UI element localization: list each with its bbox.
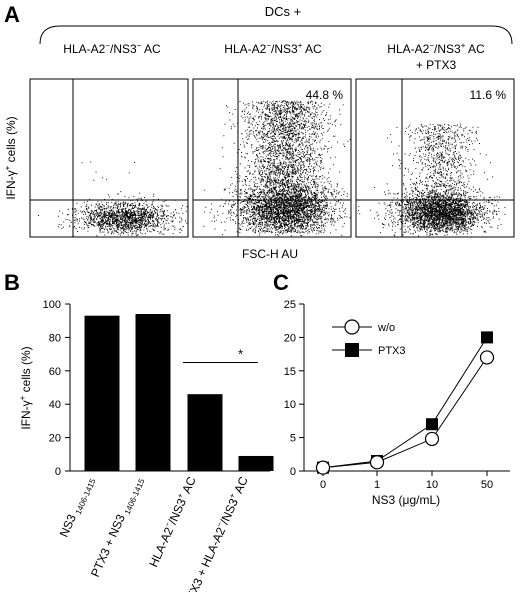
legend-label-ptx3: PTX3 (378, 345, 406, 357)
flow-plot-3: 11.6 % (355, 78, 515, 238)
bar-2 (135, 314, 171, 471)
legend-marker-wo (344, 319, 360, 335)
condition-label-3-line2: + PTX3 (416, 58, 457, 72)
flow-plot-3-events (358, 123, 506, 237)
bar-category-label-3: HLA-A2−/NS3+ AC (145, 474, 198, 569)
condition-label-1: HLA-A2−/NS3− AC (63, 41, 161, 56)
condition-label-3: HLA-A2−/NS3+ AC (387, 41, 485, 56)
line-y-tick-label: 25 (284, 299, 296, 311)
line-chart-y-ticks: 0 5 10 15 20 25 (284, 299, 304, 478)
flow-plot-2-percent: 44.8 % (306, 88, 344, 102)
line-x-tick-label: 1 (374, 479, 380, 491)
bar-4 (238, 455, 274, 471)
point-ptx3 (481, 331, 493, 344)
bar-1 (84, 315, 120, 471)
bar-category-label-2: PTX3 + NS31406-1415 (88, 474, 147, 580)
series-line-ptx3 (322, 337, 488, 469)
bar-y-tick-label: 40 (49, 399, 61, 411)
line-x-tick-label: 50 (481, 479, 493, 491)
point-wo (315, 460, 331, 475)
panel-letter-a: A (4, 2, 20, 27)
flow-plot-3-frame (355, 78, 515, 238)
bar-y-tick-label: 60 (49, 366, 61, 378)
condition-label-2: HLA-A2−/NS3+ AC (224, 41, 322, 56)
bar-y-tick-label: 80 (49, 332, 61, 344)
panel-a-ylabel: IFN-γ+ cells (%) (3, 116, 18, 199)
line-y-tick-label: 15 (284, 366, 296, 378)
bar-y-tick-label: 0 (55, 466, 61, 478)
panel-a-header: DCs + (265, 4, 301, 19)
legend-label-wo: w/o (377, 322, 395, 334)
line-x-tick-label: 10 (426, 479, 438, 491)
panel-a-bracket (39, 25, 513, 45)
flow-plot-3-percent: 11.6 % (470, 88, 507, 102)
bar-chart-y-ticks: 0 20 40 60 80 100 (43, 299, 70, 478)
series-line-wo (322, 357, 488, 469)
line-chart-legend: w/o PTX3 (332, 319, 406, 357)
bar-chart: 0 20 40 60 80 100 * IFN-γ+ cells (%) NS31406-… (18, 299, 274, 592)
line-chart-xlabel: NS3 (μg/mL) (372, 493, 440, 507)
legend-marker-ptx3 (345, 343, 359, 357)
line-y-tick-label: 20 (284, 332, 296, 344)
bar-chart-significance: * (183, 346, 258, 363)
point-wo (479, 350, 495, 365)
bar-y-tick-label: 20 (49, 433, 61, 445)
line-x-tick-label: 0 (320, 479, 326, 491)
point-ptx3 (426, 418, 438, 431)
panel-a-xlabel: FSC-H AU (242, 247, 298, 261)
line-chart-x-ticks: 0 1 10 50 (320, 471, 493, 491)
flow-plot-1-frame (29, 78, 189, 238)
flow-plot-2-events (203, 100, 351, 237)
flow-events (203, 100, 351, 237)
line-chart: 0 5 10 15 20 25 0 1 10 50 w/o PTX3 NS3 (μg/mL) (284, 299, 510, 507)
line-chart-series (315, 331, 495, 475)
flow-events (358, 123, 506, 237)
bar-chart-ylabel: IFN-γ+ cells (%) (18, 346, 33, 429)
bar-y-tick-label: 100 (43, 299, 61, 311)
flow-plot-2: 44.8 % (192, 78, 352, 238)
panel-letter-b: B (4, 270, 20, 295)
bar-3 (187, 394, 223, 471)
bar-chart-bars (84, 314, 274, 471)
line-y-tick-label: 5 (290, 433, 296, 445)
panel-letter-c: C (273, 270, 289, 295)
point-wo (369, 455, 385, 470)
significance-star: * (238, 346, 243, 361)
bar-category-label-1: NS31406-1415 (57, 474, 98, 540)
flow-plot-1 (29, 78, 189, 238)
flow-plot-2-frame (192, 78, 352, 238)
line-y-tick-label: 0 (290, 466, 296, 478)
flow-events (38, 161, 188, 237)
point-wo (424, 431, 440, 447)
line-y-tick-label: 10 (284, 399, 296, 411)
flow-plot-1-events (38, 161, 188, 237)
